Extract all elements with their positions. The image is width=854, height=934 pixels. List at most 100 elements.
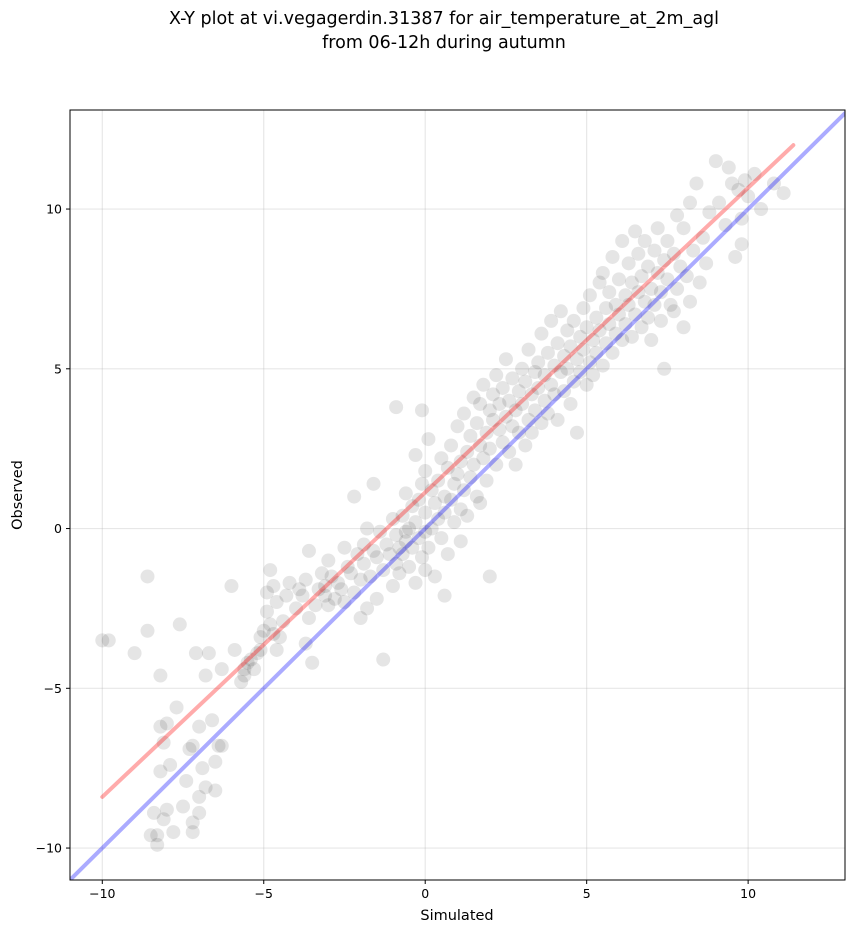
- scatter-point: [631, 246, 646, 261]
- scatter-point: [566, 374, 581, 389]
- scatter-point: [253, 642, 268, 657]
- chart-title-line-1: X-Y plot at vi.vegagerdin.31387 for air_…: [169, 9, 719, 29]
- scatter-point: [653, 313, 668, 328]
- scatter-point: [337, 540, 352, 555]
- scatter-point: [637, 233, 652, 248]
- scatter-point: [153, 764, 168, 779]
- scatter-point: [398, 524, 413, 539]
- scatter-point: [159, 716, 174, 731]
- scatter-point: [492, 396, 507, 411]
- scatter-point: [214, 738, 229, 753]
- scatter-point: [505, 419, 520, 434]
- scatter-point: [453, 502, 468, 517]
- scatter-point: [259, 585, 274, 600]
- scatter-point: [353, 572, 368, 587]
- scatter-point: [205, 713, 220, 728]
- scatter-point: [421, 540, 436, 555]
- scatter-point: [385, 579, 400, 594]
- scatter-point: [547, 387, 562, 402]
- scatter-point: [489, 368, 504, 383]
- scatter-point: [463, 428, 478, 443]
- fit-line: [100, 143, 796, 799]
- scatter-point: [314, 566, 329, 581]
- scatter-point: [624, 329, 639, 344]
- scatter-point: [192, 719, 207, 734]
- scatter-point: [456, 406, 471, 421]
- scatter-point: [292, 582, 307, 597]
- scatter-point: [534, 416, 549, 431]
- scatter-point: [534, 326, 549, 341]
- scatter-point: [492, 422, 507, 437]
- scatter-point: [524, 387, 539, 402]
- scatter-point: [379, 537, 394, 552]
- scatter-point: [754, 202, 769, 217]
- scatter-point: [637, 294, 652, 309]
- scatter-point: [176, 799, 191, 814]
- scatter-point: [557, 384, 572, 399]
- scatter-point: [579, 320, 594, 335]
- scatter-point: [676, 320, 691, 335]
- scatter-point: [418, 505, 433, 520]
- scatter-point: [343, 566, 358, 581]
- scatter-point: [414, 403, 429, 418]
- scatter-point: [376, 563, 391, 578]
- scatter-point: [621, 297, 636, 312]
- scatter-point: [628, 307, 643, 322]
- scatter-point: [150, 837, 165, 852]
- scatter-point: [301, 611, 316, 626]
- scatter-point: [411, 531, 426, 546]
- scatter-point: [776, 186, 791, 201]
- x-axis-label: Simulated: [420, 908, 493, 924]
- scatter-point: [402, 521, 417, 536]
- scatter-point: [327, 591, 342, 606]
- scatter-point: [518, 438, 533, 453]
- scatter-point: [544, 313, 559, 328]
- scatter-point: [179, 773, 194, 788]
- scatter-point: [605, 249, 620, 264]
- scatter-point: [163, 757, 178, 772]
- scatter-point: [427, 569, 442, 584]
- scatter-point: [550, 412, 565, 427]
- plot-frame: [69, 109, 846, 881]
- scatter-point: [418, 524, 433, 539]
- scatter-point: [156, 735, 171, 750]
- scatter-point: [502, 444, 517, 459]
- scatter-point: [456, 483, 471, 498]
- scatter-point: [589, 345, 604, 360]
- scatter-point: [243, 652, 258, 667]
- scatter-point: [766, 176, 781, 191]
- scatter-point: [182, 742, 197, 757]
- scatter-point: [198, 668, 213, 683]
- scatter-point: [618, 288, 633, 303]
- scatter-point: [360, 521, 375, 536]
- scatter-point: [305, 655, 320, 670]
- scatter-point: [615, 233, 630, 248]
- scatter-point: [301, 543, 316, 558]
- scatter-point: [227, 642, 242, 657]
- scatter-point: [547, 358, 562, 373]
- scatter-point: [557, 349, 572, 364]
- scatter-point: [702, 205, 717, 220]
- scatter-point: [686, 243, 701, 258]
- scatter-point: [408, 448, 423, 463]
- scatter-point: [143, 828, 158, 843]
- scatter-point: [586, 368, 601, 383]
- scatter-point: [453, 534, 468, 549]
- y-tick-label: 5: [54, 361, 62, 376]
- scatter-point: [276, 614, 291, 629]
- scatter-point: [214, 662, 229, 677]
- scatter-point: [253, 630, 268, 645]
- scatter-point: [611, 272, 626, 287]
- scatter-point: [185, 825, 200, 840]
- scatter-point: [660, 272, 675, 287]
- scatter-point: [437, 489, 452, 504]
- scatter-point: [650, 265, 665, 280]
- scatter-point: [479, 473, 494, 488]
- scatter-point: [402, 559, 417, 574]
- scatter-point: [95, 633, 110, 648]
- scatter-point: [518, 374, 533, 389]
- scatter-point: [324, 569, 339, 584]
- scatter-point: [250, 646, 265, 661]
- scatter-point: [447, 515, 462, 530]
- scatter-point: [382, 547, 397, 562]
